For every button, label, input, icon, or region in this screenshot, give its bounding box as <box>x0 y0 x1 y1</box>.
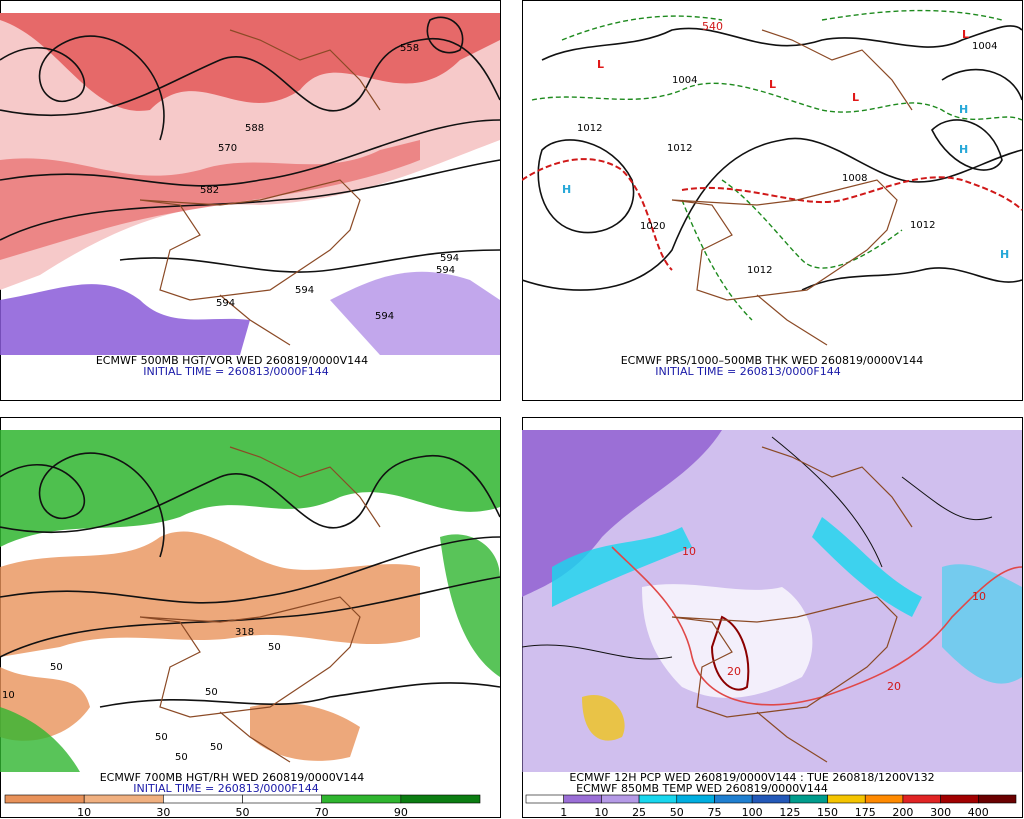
frame <box>522 0 1023 401</box>
colorbar-label: 200 <box>892 806 913 819</box>
pressure-center: H <box>562 183 571 196</box>
contour-label: 594 <box>216 298 235 309</box>
contour-label: 50 <box>205 687 218 698</box>
colorbar-label: 50 <box>236 806 250 819</box>
colorbar-swatch <box>902 794 941 804</box>
contour-label: 594 <box>440 253 459 264</box>
colorbar-swatch <box>83 794 164 804</box>
colorbar-swatch <box>714 794 753 804</box>
colorbar: 10 30 50 70 90 <box>4 794 481 819</box>
colorbar-swatch <box>563 794 602 804</box>
contour-label: 588 <box>245 123 264 134</box>
caption: ECMWF PRS/1000–500MB THK WED 260819/0000… <box>621 354 924 367</box>
colorbar-label: 400 <box>968 806 989 819</box>
contour-label: 594 <box>375 311 394 322</box>
colorbar: 1 10 25 50 75 100 125 150 175 200 300 400 <box>525 794 1017 819</box>
caption: ECMWF 700MB HGT/RH WED 260819/0000V144 <box>100 771 365 784</box>
contour-label: 50 <box>175 752 188 763</box>
pressure-center: L <box>769 78 776 91</box>
colorbar-swatch <box>525 794 564 804</box>
caption: ECMWF 12H PCP WED 260819/0000V144 : TUE … <box>569 771 934 784</box>
pressure-center: H <box>959 103 968 116</box>
panel-700mb: 50 50 50 10 50 318 50 50 ECMWF 700MB HGT… <box>0 417 501 819</box>
contour-label: 582 <box>200 185 219 196</box>
colorbar-label: 150 <box>817 806 838 819</box>
caption: ECMWF 500MB HGT/VOR WED 260819/0000V144 <box>96 354 368 367</box>
contour-label: 1008 <box>842 173 867 184</box>
contour-label: 50 <box>155 732 168 743</box>
colorbar-label: 50 <box>670 806 684 819</box>
contour-label: 1012 <box>747 265 772 276</box>
colorbar-label: 70 <box>315 806 329 819</box>
colorbar-label: 30 <box>156 806 170 819</box>
initial-time: INITIAL TIME = 260813/0000F144 <box>133 782 318 795</box>
colorbar-label: 125 <box>779 806 800 819</box>
colorbar-swatch <box>751 794 791 804</box>
contour-label: 1012 <box>667 143 692 154</box>
colorbar-swatch <box>940 794 979 804</box>
contour-label: 318 <box>235 627 254 638</box>
contour-label: 10 <box>972 590 986 603</box>
map <box>522 9 1023 346</box>
contour-label: 1004 <box>972 41 997 52</box>
contour-label: 20 <box>887 680 901 693</box>
pressure-center: L <box>597 58 604 71</box>
pressure-center: L <box>852 91 859 104</box>
pressure-center: H <box>1000 248 1009 261</box>
colorbar-label: 300 <box>930 806 951 819</box>
contour-label: 50 <box>50 662 63 673</box>
contour-label: 1012 <box>910 220 935 231</box>
contour-label: 570 <box>218 143 237 154</box>
contour-label: 1012 <box>577 123 602 134</box>
contour-label: 10 <box>2 690 15 701</box>
colorbar-label: 1 <box>560 806 567 819</box>
colorbar-label: 75 <box>707 806 721 819</box>
contour-label: 10 <box>682 545 696 558</box>
contour-label: 540 <box>702 20 723 33</box>
colorbar-swatch <box>978 794 1017 804</box>
colorbar-swatch <box>400 794 481 804</box>
initial-time: ECMWF 850MB TEMP WED 260819/0000V144 <box>576 782 828 795</box>
colorbar-swatch <box>163 794 243 804</box>
colorbar-label: 100 <box>742 806 763 819</box>
colorbar-label: 10 <box>594 806 608 819</box>
map <box>522 430 1023 772</box>
initial-time: INITIAL TIME = 260813/0000F144 <box>655 365 840 378</box>
colorbar-label: 10 <box>77 806 91 819</box>
colorbar-swatch <box>864 794 904 804</box>
colorbar-swatch <box>4 794 85 804</box>
pressure-center: H <box>959 143 968 156</box>
panel-mslp: L L L L H H H H 1004 1012 1012 1012 1020… <box>522 0 1023 401</box>
contour-label: 1020 <box>640 221 665 232</box>
contour-label: 50 <box>268 642 281 653</box>
panel-500mb: 558 570 582 594 594 594 594 594 588 ECMW… <box>0 0 501 401</box>
colorbar-swatch <box>676 794 715 804</box>
colorbar-swatch <box>321 794 402 804</box>
contour-label: 594 <box>295 285 314 296</box>
contour-label: 558 <box>400 43 419 54</box>
colorbar-swatch <box>789 794 828 804</box>
colorbar-label: 90 <box>394 806 408 819</box>
panel-precip: 10 20 20 10 ECMWF 12H PCP WED 260819/000… <box>522 417 1023 819</box>
pressure-center: L <box>962 28 969 41</box>
colorbar-label: 25 <box>632 806 646 819</box>
contour-label: 594 <box>436 265 455 276</box>
initial-time: INITIAL TIME = 260813/0000F144 <box>143 365 328 378</box>
colorbar-label: 175 <box>855 806 876 819</box>
contour-label: 20 <box>727 665 741 678</box>
colorbar-swatch <box>827 794 866 804</box>
colorbar-swatch <box>638 794 678 804</box>
colorbar-swatch <box>242 794 322 804</box>
map <box>0 430 501 772</box>
contour-label: 50 <box>210 742 223 753</box>
map <box>0 13 501 355</box>
contour-label: 1004 <box>672 75 697 86</box>
colorbar-swatch <box>601 794 640 804</box>
